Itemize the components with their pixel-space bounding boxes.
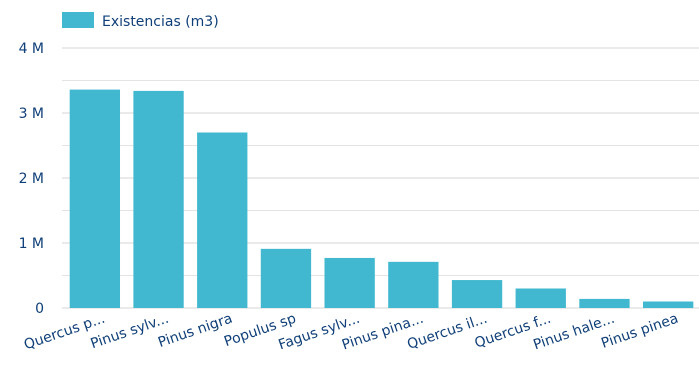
legend: Existencias (m3) bbox=[62, 12, 219, 30]
bar bbox=[579, 298, 630, 308]
bar bbox=[260, 248, 312, 308]
bar bbox=[388, 261, 439, 308]
y-tick-label: 1 M bbox=[19, 236, 44, 252]
y-tick-label: 4 M bbox=[19, 41, 44, 57]
bar bbox=[451, 280, 503, 308]
bar bbox=[642, 301, 694, 308]
x-axis: Quercus p...Pinus sylv...Pinus nigraPopu… bbox=[22, 311, 680, 354]
y-tick-label: 2 M bbox=[19, 171, 44, 187]
bar bbox=[324, 257, 375, 308]
y-axis: 0 1 M 2 M 3 M 4 M bbox=[19, 41, 44, 317]
legend-swatch bbox=[62, 12, 94, 28]
bar bbox=[515, 288, 566, 308]
x-tick-label: Pinus nigra bbox=[156, 311, 234, 351]
legend-label: Existencias (m3) bbox=[102, 14, 219, 30]
y-tick-label: 0 bbox=[35, 301, 44, 317]
bar bbox=[133, 90, 184, 309]
bar bbox=[69, 89, 121, 308]
bars bbox=[69, 89, 694, 309]
y-tick-label: 3 M bbox=[19, 106, 44, 122]
bar bbox=[197, 132, 248, 308]
